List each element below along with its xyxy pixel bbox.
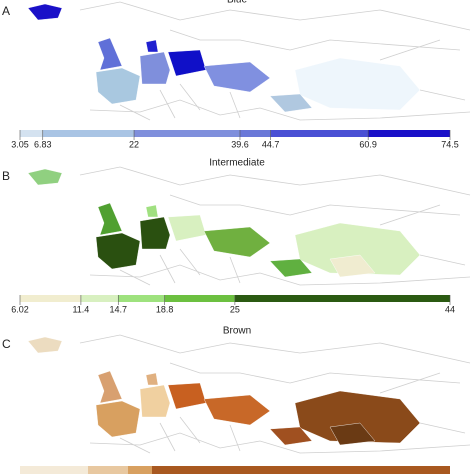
colorbar-label: 18.8	[156, 304, 174, 314]
panel-title: Brown	[223, 326, 251, 337]
colorbar-label: 6.83	[34, 139, 52, 149]
panel-letter: A	[2, 4, 10, 18]
colorbar-label: 60.9	[359, 139, 377, 149]
panel-letter: C	[2, 337, 11, 351]
colorbar-label: 3.05	[11, 139, 29, 149]
colorbar-label: 14.7	[110, 304, 128, 314]
colorbar-bin	[234, 295, 450, 302]
colorbar-label: 44	[445, 304, 455, 314]
colorbar-label: 6.02	[11, 304, 29, 314]
colorbar-bin	[118, 295, 165, 302]
map-a	[27, 1, 471, 121]
panel-letter: B	[2, 169, 10, 183]
colorbar-label: 74.5	[441, 139, 459, 149]
map-b	[27, 166, 471, 286]
colorbar-label: 39.6	[231, 139, 249, 149]
colorbar-bin	[20, 295, 81, 302]
panel-title: Intermediate	[209, 158, 265, 169]
colorbar-bin	[134, 130, 240, 137]
colorbar-bin	[239, 130, 271, 137]
colorbar-bin	[270, 130, 369, 137]
colorbar-bin	[20, 130, 43, 137]
colorbar-bin	[42, 130, 135, 137]
colorbar-label: 25	[230, 304, 240, 314]
map-c	[27, 334, 471, 454]
colorbar-c	[20, 466, 450, 474]
colorbar-bin	[368, 130, 450, 137]
colorbar-bin	[80, 295, 119, 302]
colorbar-label: 11.4	[72, 304, 89, 314]
colorbar-label: 44.7	[262, 139, 280, 149]
colorbar-label: 22	[129, 139, 139, 149]
panel-title: Blue	[227, 0, 247, 6]
colorbar-bin	[164, 295, 235, 302]
